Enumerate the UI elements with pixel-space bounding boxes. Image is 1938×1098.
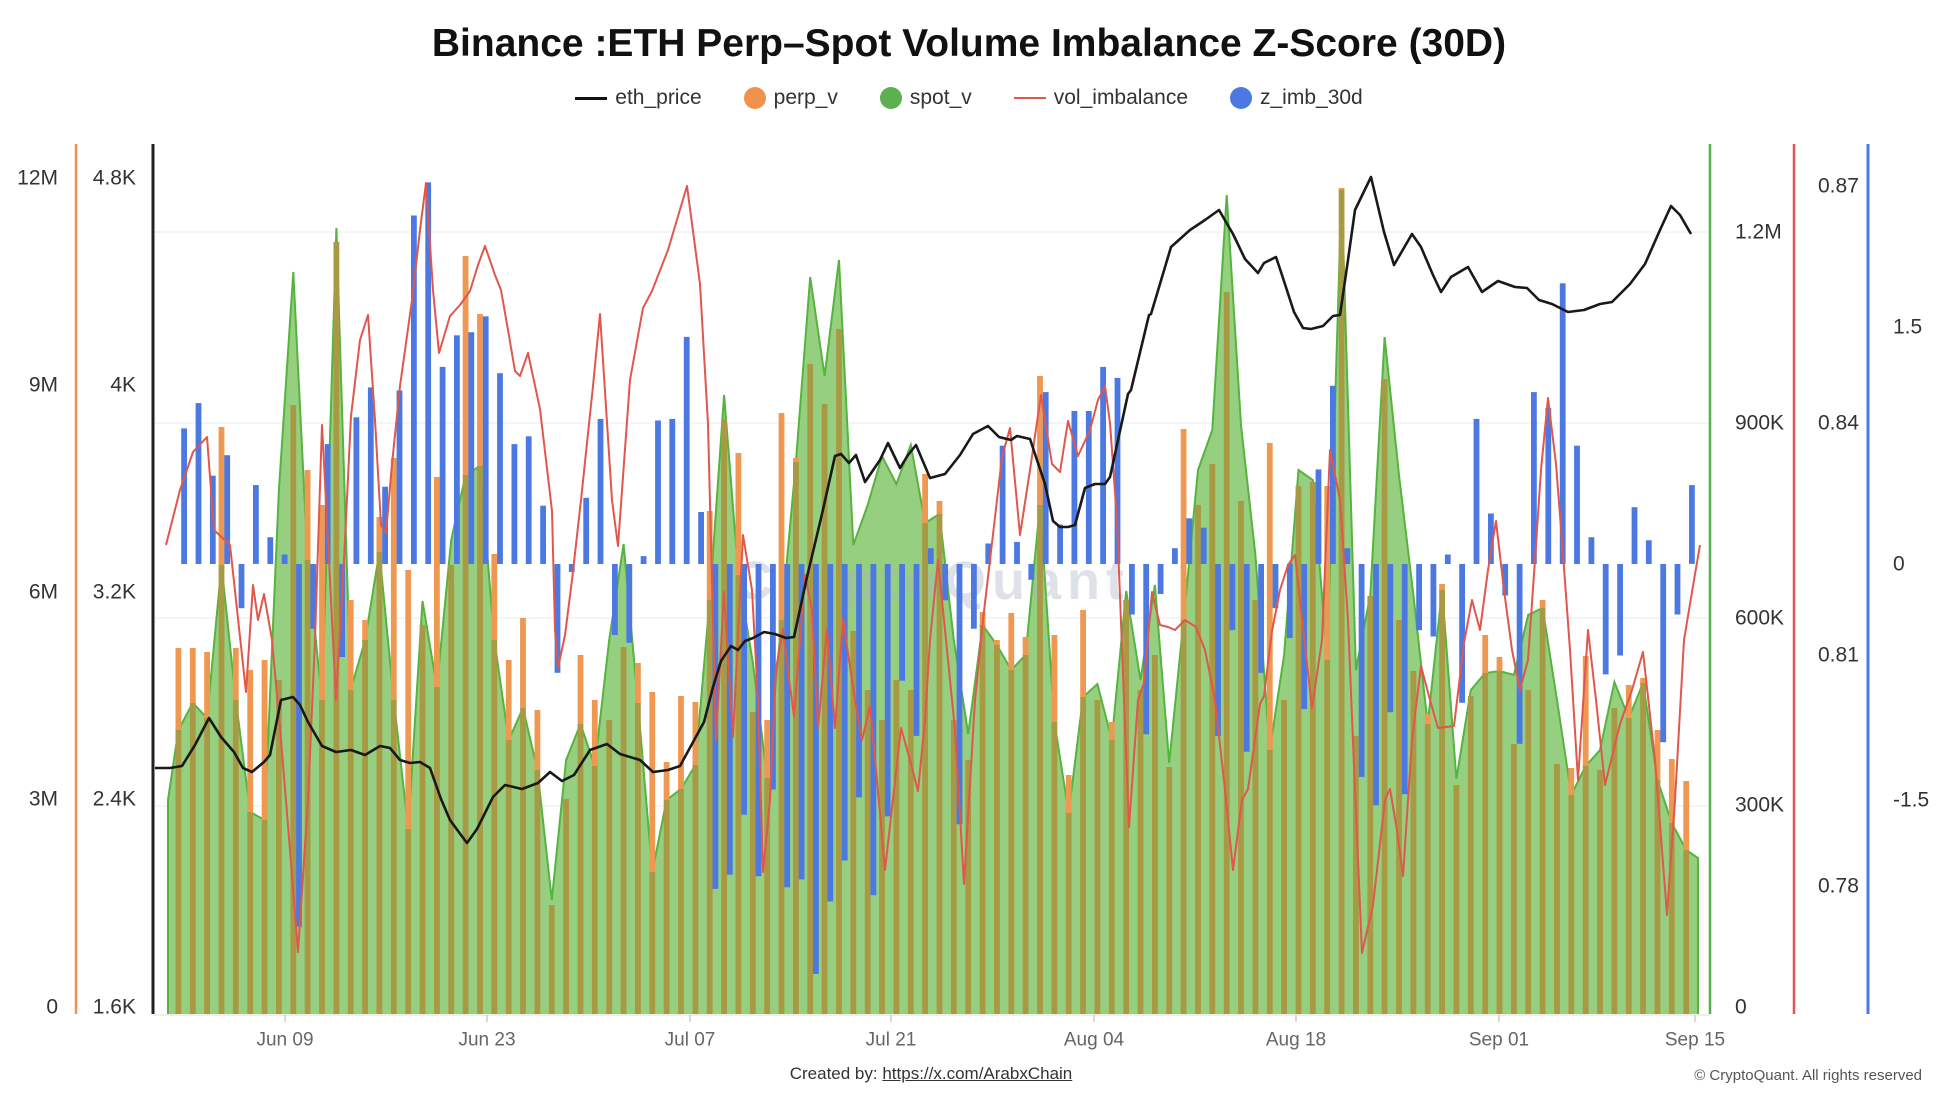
svg-text:600K: 600K — [1735, 607, 1784, 630]
svg-text:0: 0 — [1893, 553, 1905, 576]
svg-text:1.5: 1.5 — [1893, 316, 1922, 339]
svg-text:Jun 23: Jun 23 — [458, 1030, 515, 1051]
svg-text:3.2K: 3.2K — [93, 581, 136, 604]
svg-text:-1.5: -1.5 — [1893, 789, 1929, 812]
svg-text:2.4K: 2.4K — [93, 788, 136, 811]
svg-text:0.84: 0.84 — [1818, 412, 1859, 435]
svg-text:Sep 01: Sep 01 — [1469, 1030, 1529, 1051]
svg-text:4.8K: 4.8K — [93, 167, 136, 190]
svg-text:300K: 300K — [1735, 794, 1784, 817]
svg-text:0.87: 0.87 — [1818, 175, 1859, 198]
svg-text:900K: 900K — [1735, 412, 1784, 435]
svg-text:6M: 6M — [29, 581, 58, 604]
svg-text:1.6K: 1.6K — [93, 996, 136, 1019]
svg-text:4K: 4K — [110, 374, 136, 397]
svg-text:0.81: 0.81 — [1818, 644, 1859, 667]
svg-text:Jul 07: Jul 07 — [665, 1030, 716, 1051]
svg-text:1.2M: 1.2M — [1735, 221, 1782, 244]
svg-text:Sep 15: Sep 15 — [1665, 1030, 1725, 1051]
svg-text:12M: 12M — [17, 167, 58, 190]
svg-text:0: 0 — [1735, 996, 1747, 1019]
svg-text:3M: 3M — [29, 788, 58, 811]
svg-text:9M: 9M — [29, 374, 58, 397]
svg-text:0.78: 0.78 — [1818, 875, 1859, 898]
svg-text:Jun 09: Jun 09 — [256, 1030, 313, 1051]
svg-text:Jul 21: Jul 21 — [866, 1030, 917, 1051]
svg-text:Aug 18: Aug 18 — [1266, 1030, 1326, 1051]
svg-text:0: 0 — [46, 996, 58, 1019]
svg-text:Aug 04: Aug 04 — [1064, 1030, 1125, 1051]
